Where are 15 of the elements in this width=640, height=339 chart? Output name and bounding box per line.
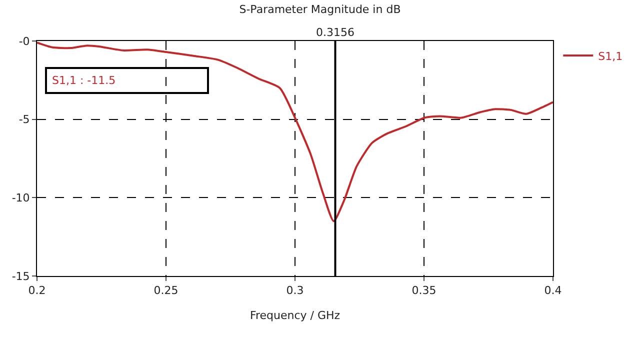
x-tick-label: 0.35 [412,284,436,298]
x-tick-label: 0.25 [154,284,178,298]
y-tick-label: -15 [12,270,30,283]
chart-title: S-Parameter Magnitude in dB [239,2,401,16]
y-tick-label: -0 [18,34,30,48]
ref-line-label: 0.3156 [316,26,354,39]
x-tick-label: 0.3 [286,284,304,298]
x-axis-title: Frequency / GHz [250,309,340,322]
annotation: S1,1 : -11.5 [52,74,116,87]
x-tick-label: 0.4 [544,284,562,298]
line-series [37,42,553,222]
y-tick-label: -5 [18,113,30,126]
y-tick-label: -10 [12,192,30,205]
legend-label: S1,1 [598,50,623,63]
x-tick-label: 0.2 [28,284,46,298]
